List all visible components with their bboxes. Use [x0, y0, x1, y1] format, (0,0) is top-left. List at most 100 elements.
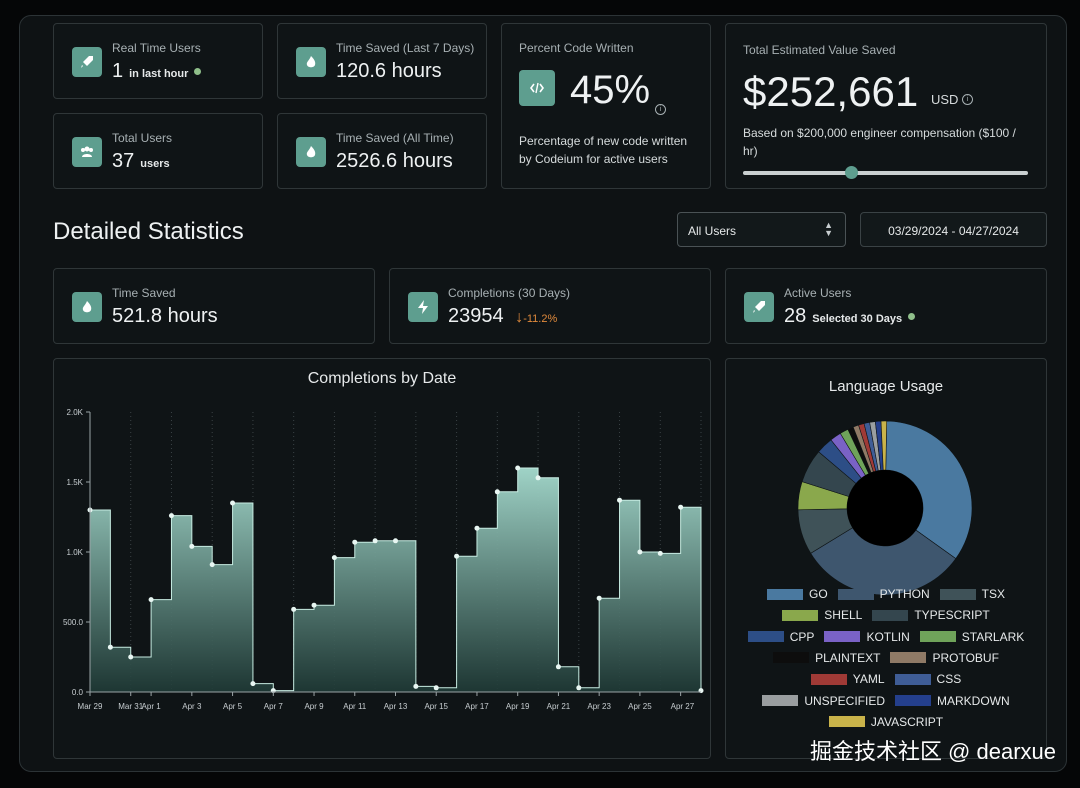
legend-item-typescript[interactable]: TYPESCRIPT [872, 608, 990, 622]
value-saved-desc: Based on $200,000 engineer compensation … [743, 126, 1016, 158]
data-point [311, 602, 317, 608]
flame-icon [296, 137, 326, 167]
legend-swatch [810, 673, 847, 685]
value-saved-label: Total Estimated Value Saved [743, 43, 896, 57]
legend-label: SHELL [824, 608, 863, 623]
time-saved-7days-value: 120.6 hours [336, 60, 442, 82]
data-point [372, 538, 378, 544]
data-point [209, 562, 215, 568]
time-saved-value: 521.8 hours [112, 305, 218, 327]
time-saved-card: Time Saved 521.8 hours [53, 268, 375, 344]
data-point [576, 685, 582, 691]
data-point [148, 597, 154, 603]
language-usage-card: Language Usage GO PYTHON TSX SHELL TYPESCRIP… [725, 358, 1047, 759]
x-tick-label: Apr 1 [142, 702, 162, 711]
data-point [515, 465, 521, 471]
legend-item-javascript[interactable]: JAVASCRIPT [828, 715, 943, 729]
percent-code-value: 45% [570, 68, 651, 112]
slider-thumb[interactable] [845, 166, 859, 179]
legend-item-cpp[interactable]: CPP [747, 629, 815, 644]
value-saved-currency: USD [931, 92, 959, 107]
data-point [107, 644, 113, 650]
realtime-users-note: in last hour [129, 68, 189, 80]
legend-row: PLAINTEXT PROTOBUF [726, 651, 1046, 665]
data-point [189, 543, 195, 549]
legend-label: MARKDOWN [937, 693, 1010, 708]
x-tick-label: Apr 21 [547, 702, 571, 711]
active-users-note: Selected 30 Days [812, 313, 903, 325]
date-range-picker[interactable]: 03/29/2024 - 04/27/2024 [860, 212, 1047, 247]
legend-swatch [939, 588, 976, 600]
legend-swatch [773, 652, 810, 664]
legend-label: UNSPECIFIED [804, 693, 885, 708]
x-tick-label: Apr 15 [424, 702, 448, 711]
x-tick-label: Apr 13 [384, 702, 408, 711]
x-tick-label: Apr 25 [628, 702, 652, 711]
data-point [617, 497, 623, 503]
user-filter-select[interactable]: All Users ▲ ▼ [677, 212, 846, 247]
data-point [393, 538, 398, 544]
y-tick-label: 1.5K [67, 478, 84, 487]
legend-label: TSX [981, 587, 1006, 601]
realtime-users-card: Real Time Users 1 in last hour [53, 23, 263, 99]
compensation-slider[interactable] [743, 166, 1028, 179]
x-tick-label: Apr 5 [223, 702, 243, 711]
y-tick-label: 500.0 [63, 618, 84, 627]
legend-swatch [872, 609, 909, 621]
completions-value: 23954 ↓-11.2% [448, 305, 557, 328]
data-point [535, 475, 541, 481]
legend-label: PLAINTEXT [815, 650, 881, 665]
legend-swatch [828, 716, 865, 728]
legend-item-yaml[interactable]: YAML [810, 672, 885, 686]
flame-icon [296, 47, 326, 77]
data-point [433, 685, 439, 691]
completions-card: Completions (30 Days) 23954 ↓-11.2% [389, 268, 711, 344]
data-point [128, 654, 134, 660]
legend-item-plaintext[interactable]: PLAINTEXT [773, 651, 880, 665]
language-usage-title: Language Usage [828, 378, 944, 395]
data-point [474, 525, 480, 531]
legend-item-shell[interactable]: SHELL [782, 608, 862, 622]
legend-item-css[interactable]: CSS [894, 672, 961, 686]
total-users-card: Total Users 37 users [53, 113, 263, 189]
legend-swatch [919, 631, 956, 643]
legend-row: SHELL TYPESCRIPT [726, 608, 1046, 622]
active-users-label: Active Users [784, 286, 852, 300]
legend-label: CPP [789, 629, 815, 644]
value-saved-card: Total Estimated Value Saved $252,661 USD… [725, 23, 1047, 189]
x-tick-label: Apr 17 [465, 702, 489, 711]
online-dot [194, 68, 202, 76]
info-icon[interactable]: i [962, 94, 973, 105]
legend-item-go[interactable]: GO [766, 587, 828, 601]
legend-row: GO PYTHON TSX [726, 587, 1046, 601]
completions-area [89, 467, 702, 693]
legend-item-tsx[interactable]: TSX [939, 587, 1006, 601]
online-dot [908, 313, 916, 321]
percent-code-desc: Percentage of new code written by Codeiu… [519, 134, 688, 166]
legend-item-unspecified[interactable]: UNSPECIFIED [762, 694, 885, 708]
info-icon[interactable]: i [655, 104, 666, 115]
watermark-text: 掘金技术社区 @ dearxue [809, 739, 1056, 764]
total-users-count: 37 [112, 150, 135, 172]
realtime-users-value: 1 in last hour [112, 60, 202, 83]
legend-item-markdown[interactable]: MARKDOWN [895, 694, 1010, 708]
legend-row: CPP KOTLIN STARLARK [726, 630, 1046, 644]
chevron-updown-icon: ▲ ▼ [824, 220, 833, 238]
legend-item-kotlin[interactable]: KOTLIN [824, 630, 910, 644]
legend-row: JAVASCRIPT [726, 715, 1046, 729]
data-point [291, 606, 297, 612]
x-tick-label: Apr 3 [182, 702, 202, 711]
percent-code-card: Percent Code Written 45% i Percentage of… [501, 23, 711, 189]
legend-item-starlark[interactable]: STARLARK [919, 630, 1024, 644]
time-saved-all-label: Time Saved (All Time) [336, 131, 454, 145]
code-icon [519, 70, 555, 106]
date-range-value: 03/29/2024 - 04/27/2024 [888, 224, 1019, 238]
legend-item-protobuf[interactable]: PROTOBUF [890, 651, 999, 665]
completions-chart-title: Completions by Date [307, 370, 457, 387]
x-tick-label: Mar 29 [78, 702, 103, 711]
x-tick-label: Apr 27 [671, 702, 695, 711]
active-users-value: 28 Selected 30 Days [784, 305, 916, 328]
user-filter-value: All Users [688, 224, 737, 238]
legend-item-python[interactable]: PYTHON [837, 587, 930, 601]
y-tick-label: 2.0K [67, 408, 84, 417]
